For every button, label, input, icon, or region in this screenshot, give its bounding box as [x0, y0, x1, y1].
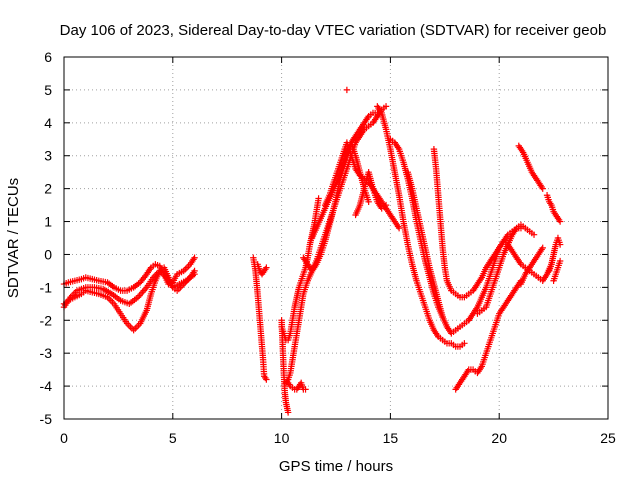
x-tick-label: 15	[383, 430, 399, 446]
x-tick-label: 20	[491, 430, 507, 446]
data-points	[60, 86, 564, 416]
x-tick-label: 10	[274, 430, 290, 446]
series-track-21	[474, 221, 538, 317]
series-track-9	[284, 379, 309, 393]
data-point	[382, 103, 390, 110]
series-track-24	[543, 192, 564, 225]
data-point	[461, 340, 468, 347]
data-point	[191, 271, 198, 278]
y-tick-label: -1	[40, 279, 53, 295]
chart-title: Day 106 of 2023, Sidereal Day-to-day VTE…	[60, 22, 607, 39]
x-tick-label: 5	[169, 430, 177, 446]
data-point	[191, 254, 198, 261]
y-tick-label: 0	[44, 246, 52, 262]
plot-frame	[63, 56, 609, 420]
series-track-15	[374, 103, 468, 350]
x-tick-labels: 0 5 10 15 20 25	[60, 430, 616, 446]
data-point	[284, 409, 292, 416]
axis-ticks	[63, 56, 609, 420]
series-track-18	[430, 145, 525, 301]
data-point	[556, 241, 564, 248]
data-point	[539, 244, 546, 252]
y-tick-label: 2	[44, 181, 52, 197]
data-point	[315, 195, 322, 202]
y-tick-label: -3	[40, 345, 53, 361]
series-track-19	[452, 277, 525, 393]
series-track-26	[550, 257, 564, 284]
y-tick-label: 1	[44, 214, 52, 230]
y-tick-label: 5	[44, 82, 52, 98]
data-point	[556, 257, 564, 265]
data-point	[382, 201, 390, 209]
data-point	[263, 376, 270, 383]
y-tick-label: 4	[44, 115, 52, 131]
series-track-3	[60, 267, 198, 311]
series-track-13	[352, 168, 390, 219]
x-axis-label: GPS time / hours	[279, 458, 393, 475]
data-point	[395, 224, 403, 232]
y-tick-label: 6	[44, 49, 52, 65]
series-track-22	[515, 142, 546, 192]
y-tick-label: 3	[44, 148, 52, 164]
y-axis-label: SDTVAR / TECUs	[5, 178, 22, 298]
series-track-4	[250, 254, 270, 383]
y-tick-label: -4	[40, 378, 53, 394]
series-track-7	[278, 195, 322, 344]
y-tick-label: -5	[40, 411, 53, 427]
y-tick-label: -2	[40, 312, 53, 328]
series-track-25	[546, 234, 564, 275]
data-point	[556, 218, 564, 225]
data-point	[530, 231, 538, 238]
data-point	[302, 386, 309, 393]
series-track-23	[517, 244, 546, 288]
y-tick-labels: -5 -4 -3 -2 -1 0 1 2 3 4 5 6	[40, 49, 53, 427]
data-point	[539, 185, 546, 192]
series-track-5	[254, 261, 270, 278]
x-tick-label: 25	[600, 430, 616, 446]
x-tick-label: 0	[60, 430, 68, 446]
series-track-14	[343, 86, 351, 94]
data-point	[365, 198, 372, 205]
data-point	[263, 264, 270, 271]
series-track-8	[282, 103, 390, 386]
data-point	[343, 86, 351, 94]
grid	[64, 57, 608, 419]
series-track-17	[404, 168, 472, 337]
